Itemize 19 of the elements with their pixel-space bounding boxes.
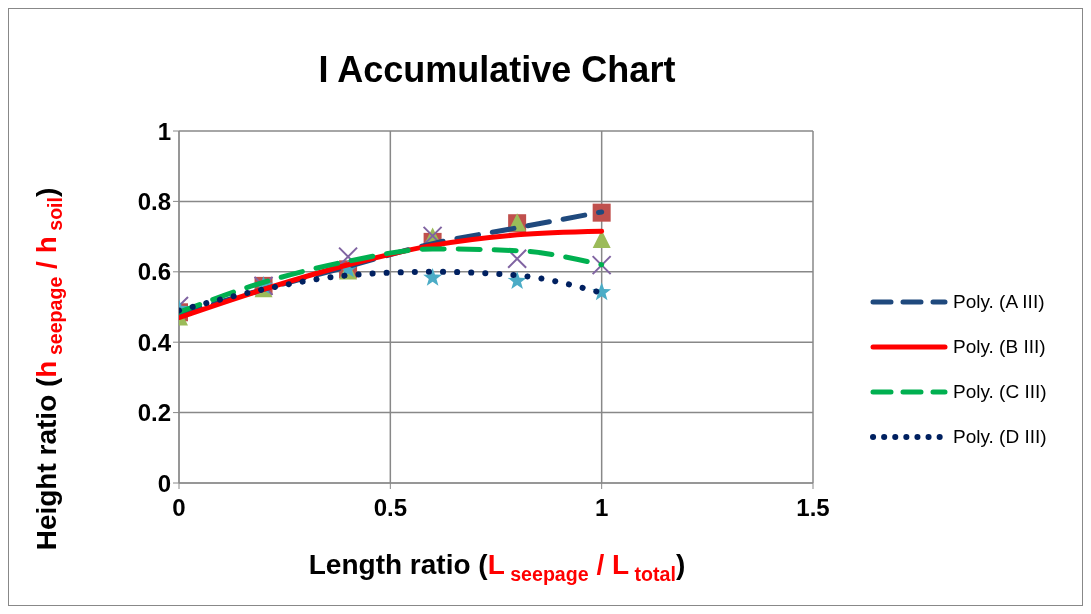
x-tick-label: 0.5 xyxy=(373,494,408,522)
y-tick-label: 0.4 xyxy=(137,328,172,356)
y-tick-label: 0.8 xyxy=(137,187,171,215)
legend-label: Poly. (B III) xyxy=(953,335,1046,358)
point xyxy=(507,248,528,269)
chart-title: I Accumulative Chart xyxy=(317,49,677,91)
point xyxy=(423,267,443,286)
y-tick-label: 0 xyxy=(157,469,171,497)
x-tick-label: 1 xyxy=(594,494,609,522)
y-tick-label: 0.6 xyxy=(137,258,171,286)
x-tick-label: 1.5 xyxy=(796,494,830,522)
point xyxy=(507,271,527,289)
y-tick-label: 1 xyxy=(157,117,171,145)
legend-label: Poly. (A III) xyxy=(953,290,1045,313)
x-axis-title: Length ratio (L $_{seepage}$ / L $_{total}$) xyxy=(308,549,686,585)
legend-label: Poly. (D III) xyxy=(953,425,1047,448)
point xyxy=(591,255,612,276)
y-tick-label: 0.2 xyxy=(137,399,171,427)
legend-label: Poly. (C III) xyxy=(953,380,1047,403)
